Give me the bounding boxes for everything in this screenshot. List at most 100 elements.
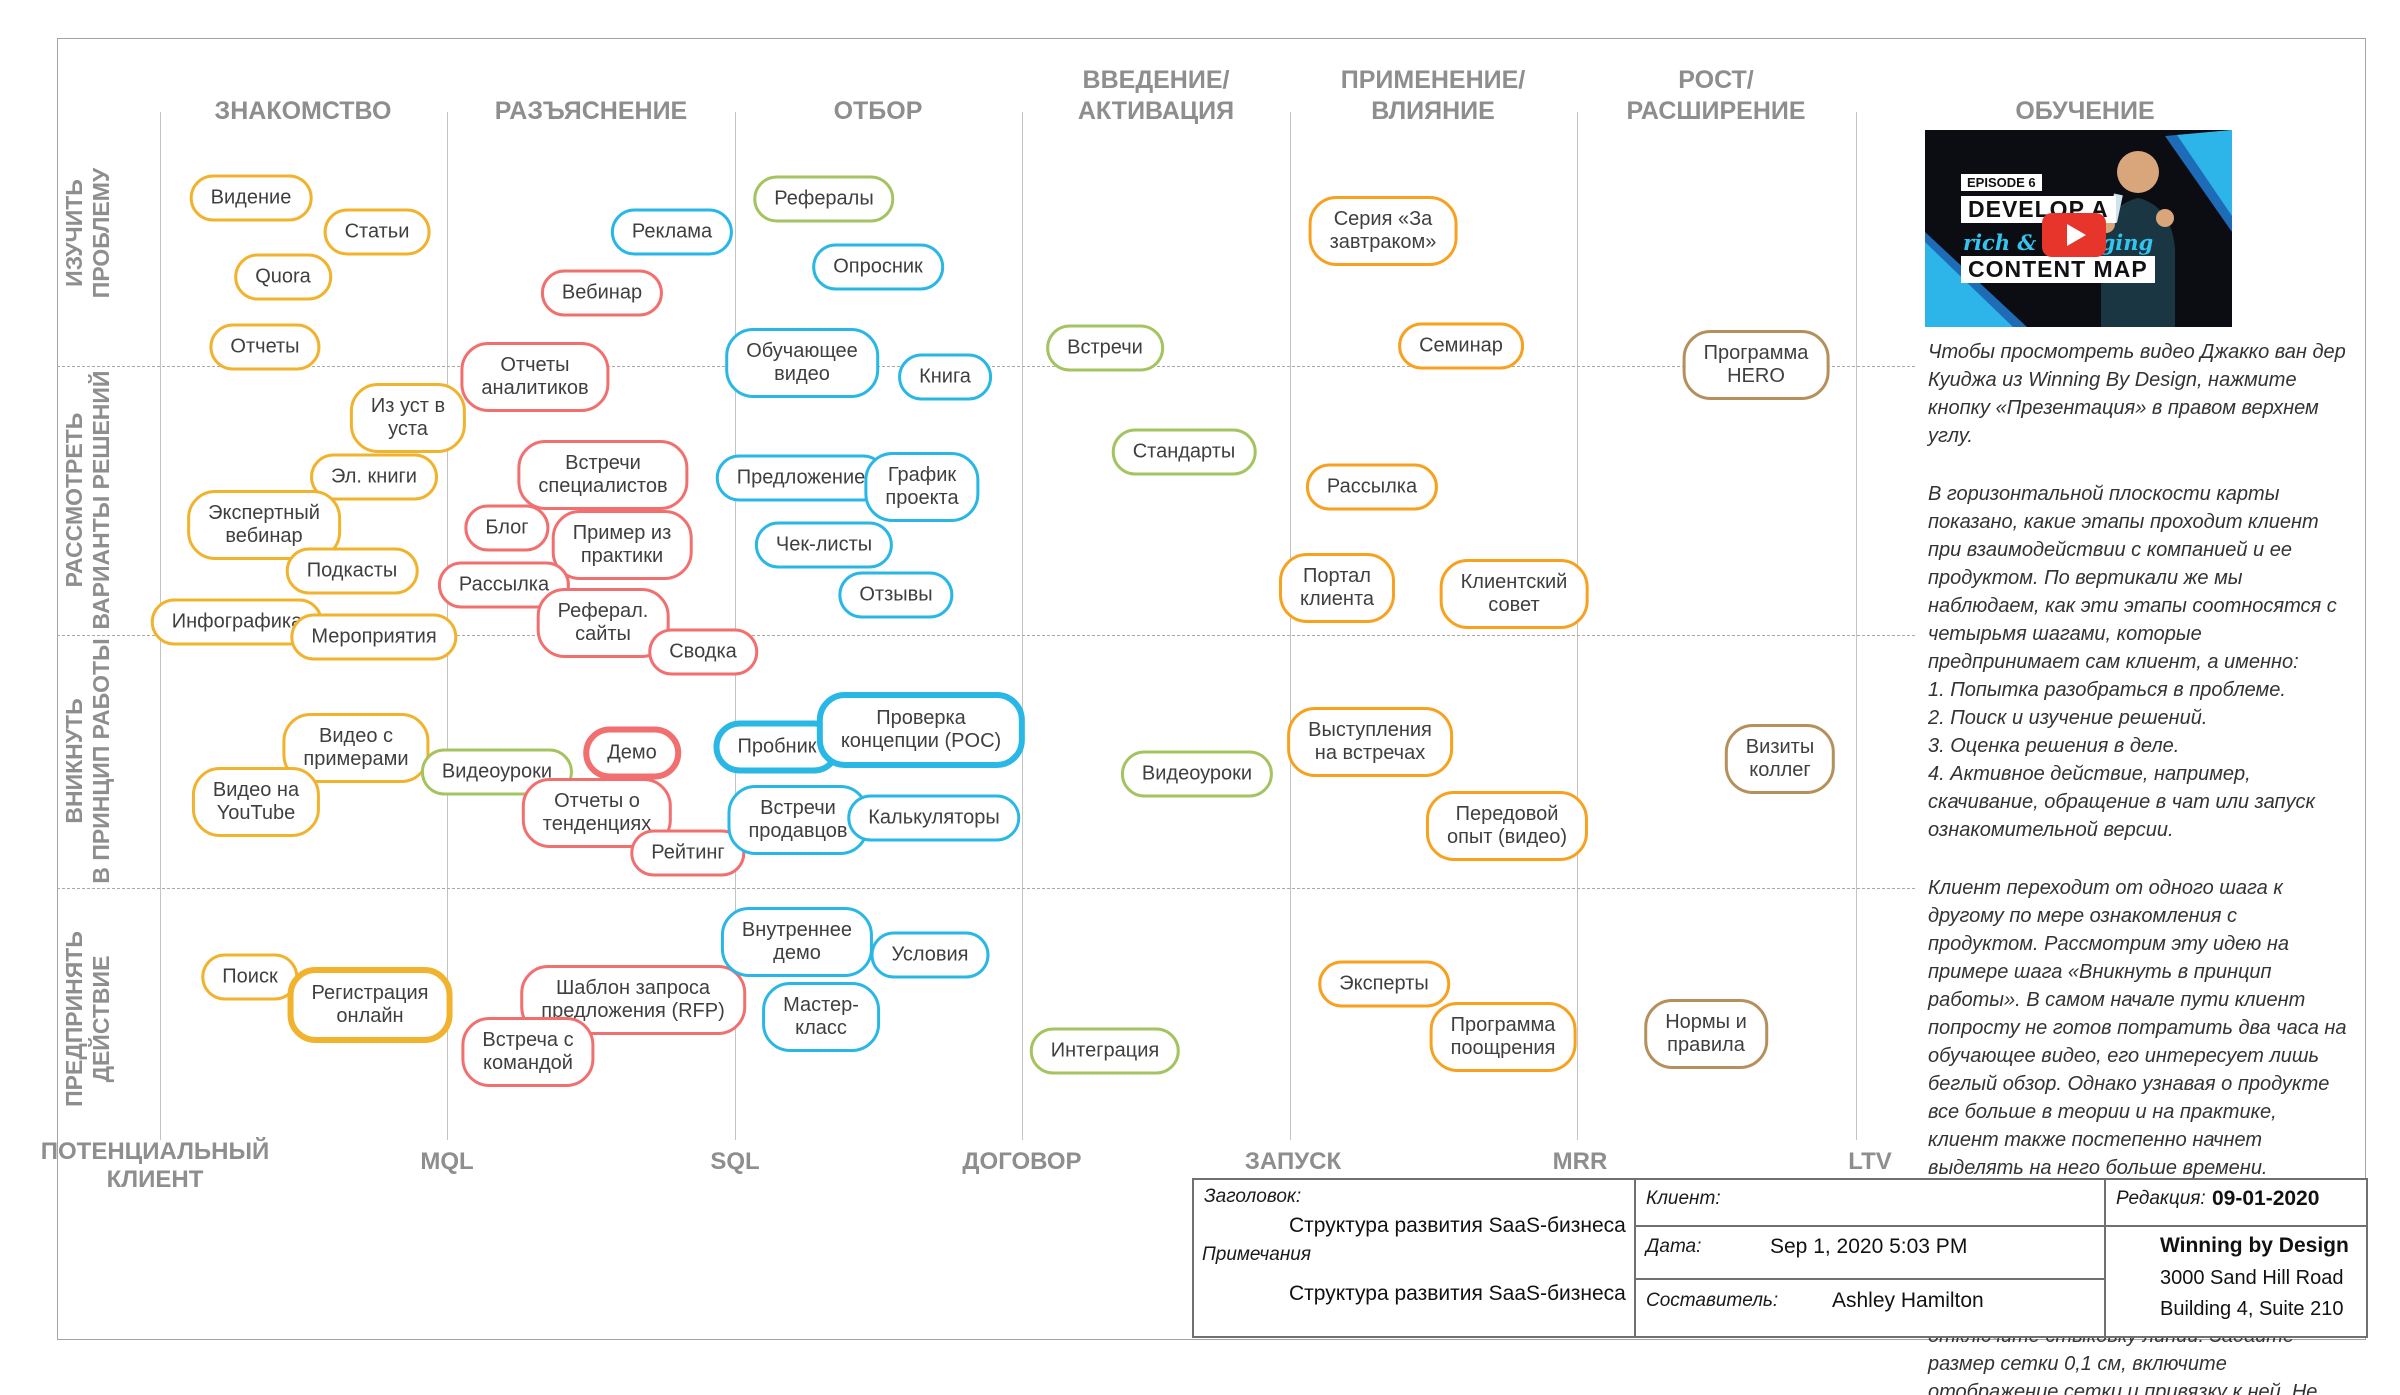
title-block-divider (1634, 1278, 2104, 1280)
map-node[interactable]: Предложение (715, 454, 887, 502)
map-node[interactable]: Регистрация онлайн (287, 967, 453, 1043)
date-label: Дата: (1646, 1236, 1702, 1257)
map-node[interactable]: Видеоуроки (420, 748, 574, 796)
video-episode-label: EPISODE 6 (1961, 174, 2042, 191)
map-node[interactable]: Условия (870, 931, 990, 979)
map-node[interactable]: Сводка (648, 628, 758, 676)
map-node[interactable]: Встречи продавцов (727, 785, 869, 855)
company-address-2: Building 4, Suite 210 (2160, 1298, 2344, 1320)
map-node[interactable]: Рассылка (437, 561, 571, 609)
map-node[interactable]: Калькуляторы (847, 794, 1021, 842)
map-node[interactable]: Проверка концепции (POC) (816, 692, 1026, 768)
title-value: Структура развития SaaS-бизнеса (1289, 1214, 1626, 1237)
map-node[interactable]: Программа поощрения (1429, 1002, 1577, 1072)
revision-label: Редакция: (2116, 1188, 2206, 1209)
map-node[interactable]: Пример из практики (551, 510, 693, 580)
axis-label-5: ЗАПУСК (1244, 1148, 1342, 1175)
map-node[interactable]: Стандарты (1111, 428, 1257, 476)
map-node[interactable]: Видео на YouTube (191, 767, 321, 837)
row-divider-3 (57, 888, 1915, 889)
map-node[interactable]: График проекта (864, 452, 980, 522)
column-header-4: ВВЕДЕНИЕ/ АКТИВАЦИЯ (1077, 66, 1235, 125)
map-node[interactable]: Передовой опыт (видео) (1425, 791, 1589, 861)
map-node[interactable]: Опросник (812, 243, 944, 291)
map-node[interactable]: Quora (234, 253, 332, 301)
map-node[interactable]: Нормы и правила (1644, 999, 1768, 1069)
company-name: Winning by Design (2160, 1234, 2349, 1257)
author-label: Составитель: (1646, 1290, 1779, 1311)
map-node[interactable]: Обучающее видео (725, 328, 879, 398)
map-node[interactable]: Отчеты аналитиков (460, 342, 610, 412)
learn-paragraph-3: Клиент переходит от одного шага к другом… (1928, 877, 2347, 1179)
map-node[interactable]: Реферал. сайты (536, 588, 670, 658)
title-block-divider (2104, 1180, 2106, 1336)
notes-value: Структура развития SaaS-бизнеса (1289, 1282, 1626, 1305)
column-header-3: ОТБОР (833, 97, 923, 125)
map-node[interactable]: Книга (898, 353, 992, 401)
row-label-4: ПРЕДПРИНЯТЬ ДЕЙСТВИЕ (61, 931, 114, 1107)
map-node[interactable]: Внутреннее демо (720, 907, 874, 977)
play-button[interactable] (2042, 213, 2106, 257)
author-value: Ashley Hamilton (1832, 1289, 1984, 1312)
map-node[interactable]: Рейтинг (630, 829, 746, 877)
map-node[interactable]: Серия «За завтраком» (1308, 196, 1458, 266)
map-node[interactable]: Демо (583, 726, 681, 780)
map-node[interactable]: Программа HERO (1682, 330, 1830, 400)
map-node[interactable]: Встреча с командой (461, 1017, 595, 1087)
map-node[interactable]: Мероприятия (290, 613, 458, 661)
title-label: Заголовок: (1204, 1186, 1302, 1207)
row-divider-2 (57, 635, 1915, 636)
title-block: Заголовок: Структура развития SaaS-бизне… (1192, 1178, 2368, 1338)
map-node[interactable]: Отчеты (209, 323, 321, 371)
map-node[interactable]: Из уст в уста (349, 383, 467, 453)
axis-label-3: SQL (710, 1148, 760, 1175)
title-block-divider (1634, 1180, 1636, 1336)
title-block-divider (2104, 1225, 2366, 1227)
row-label-2: РАССМОТРЕТЬ ВАРИАНТЫ РЕШЕНИЙ (61, 370, 114, 630)
title-block-divider (1634, 1225, 2104, 1227)
learn-paragraph-1: Чтобы просмотреть видео Джакко ван дер К… (1928, 341, 2346, 447)
map-node[interactable]: Встречи (1046, 324, 1164, 372)
column-header-6: РОСТ/ РАСШИРЕНИЕ (1626, 66, 1806, 125)
map-node[interactable]: Отзывы (838, 571, 954, 619)
column-header-5: ПРИМЕНЕНИЕ/ ВЛИЯНИЕ (1340, 66, 1526, 125)
learn-paragraph-2: В горизонтальной плоскости карты показан… (1928, 483, 2337, 841)
map-node[interactable]: Визиты коллег (1724, 724, 1836, 794)
video-thumbnail[interactable]: EPISODE 6 DEVELOP A rich & engaging CONT… (1925, 130, 2232, 327)
column-header-7: ОБУЧЕНИЕ (2015, 97, 2155, 125)
map-node[interactable]: Видеоуроки (1120, 750, 1274, 798)
map-node[interactable]: Поиск (201, 953, 299, 1001)
map-node[interactable]: Отчеты о тенденциях (521, 778, 673, 848)
map-node[interactable]: Эксперты (1318, 960, 1450, 1008)
map-node[interactable]: Рассылка (1305, 463, 1439, 511)
column-header-1: ЗНАКОМСТВО (214, 97, 392, 125)
map-node[interactable]: Выступления на встречах (1287, 707, 1453, 777)
column-divider-5 (1290, 112, 1291, 1140)
map-node[interactable]: Рефералы (753, 175, 895, 223)
client-label: Клиент: (1646, 1188, 1721, 1209)
map-node[interactable]: Подкасты (285, 547, 419, 595)
map-node[interactable]: Вебинар (540, 269, 664, 317)
map-node[interactable]: Мастер- класс (762, 982, 880, 1052)
map-node[interactable]: Семинар (1398, 322, 1524, 370)
column-divider-4 (1022, 112, 1023, 1140)
map-node[interactable]: Встречи специалистов (517, 440, 689, 510)
axis-label-1: ПОТЕНЦИАЛЬНЫЙ КЛИЕНТ (40, 1138, 270, 1193)
axis-label-2: MQL (420, 1148, 474, 1175)
map-node[interactable]: Эл. книги (310, 453, 438, 501)
map-node[interactable]: Портал клиента (1278, 553, 1396, 623)
map-node[interactable]: Клиентский совет (1439, 559, 1589, 629)
map-node[interactable]: Блог (464, 504, 550, 552)
map-node[interactable]: Реклама (610, 208, 734, 256)
map-node[interactable]: Видение (189, 174, 313, 222)
video-title-line2: CONTENT MAP (1961, 256, 2155, 283)
axis-label-4: ДОГОВОР (962, 1148, 1082, 1175)
map-node[interactable]: Чек-листы (754, 521, 894, 569)
map-node[interactable]: Интеграция (1029, 1027, 1181, 1075)
axis-label-7: LTV (1848, 1148, 1892, 1175)
notes-label: Примечания (1202, 1244, 1311, 1265)
map-node[interactable]: Видео с примерами (282, 713, 430, 783)
map-node[interactable]: Статьи (323, 208, 431, 256)
column-header-2: РАЗЪЯСНЕНИЕ (494, 97, 688, 125)
